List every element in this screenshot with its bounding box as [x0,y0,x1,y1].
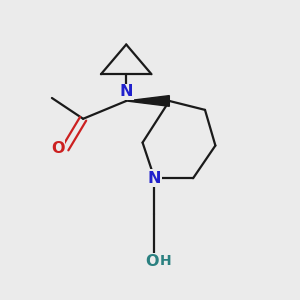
Text: O: O [145,254,159,269]
Text: N: N [148,171,161,186]
Text: H: H [160,254,172,268]
Text: O: O [51,141,64,156]
Polygon shape [126,96,169,106]
Text: N: N [119,85,133,100]
